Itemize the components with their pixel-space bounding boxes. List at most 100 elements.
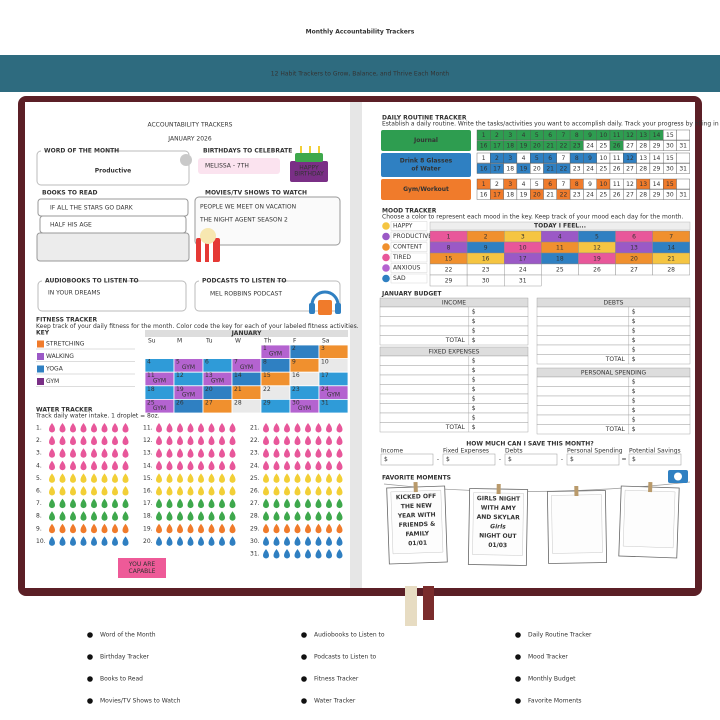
phone-icon	[318, 300, 332, 315]
water-drop	[156, 460, 162, 471]
water-drop	[49, 486, 55, 496]
water-day: 1.	[36, 425, 42, 432]
feature-item: Water Tracker	[314, 698, 356, 705]
water-drop	[49, 536, 55, 546]
description: Choose a color to represent each mood in…	[382, 214, 683, 221]
feature-item: Podcasts to Listen to	[314, 654, 377, 661]
label-bg	[199, 278, 277, 284]
habit-day: 14	[653, 181, 661, 188]
water-drop	[80, 473, 87, 483]
water-drop	[315, 498, 322, 509]
mood-key-box	[390, 252, 428, 263]
habit-day: 13	[639, 132, 647, 139]
water-drop	[208, 473, 215, 483]
clothespin	[648, 481, 653, 493]
water-drop	[101, 511, 108, 521]
operator: -	[561, 456, 563, 463]
currency: $	[472, 318, 476, 325]
water-drop	[101, 423, 108, 433]
mood-key: ANXIOUS	[393, 265, 421, 272]
habit-day: 24	[586, 142, 594, 149]
water-drop	[326, 536, 332, 546]
habit-day: 31	[679, 191, 687, 198]
water-drop	[91, 498, 97, 509]
bullet	[301, 632, 307, 638]
currency: $	[632, 417, 636, 424]
water-drop	[198, 460, 204, 471]
day-number: 7	[234, 359, 238, 366]
water-drop	[229, 486, 236, 496]
water-drop	[273, 435, 280, 446]
water-day: 5.	[36, 475, 42, 482]
savings-label: Fixed Expenses	[443, 448, 489, 455]
water-drop	[166, 460, 173, 471]
feature-item: Audiobooks to Listen to	[314, 632, 385, 639]
water-drop	[336, 523, 343, 534]
moment-note: KICKED OFF	[396, 493, 437, 501]
habit-day: 9	[588, 132, 592, 139]
water-drop	[156, 448, 162, 458]
section-label: JANUARY BUDGET	[381, 291, 442, 298]
water-day: 26.	[250, 488, 260, 495]
water-drop	[91, 448, 97, 458]
water-drop	[70, 536, 76, 546]
habit-day: 11	[613, 132, 621, 139]
moment-note: YEAR WITH	[397, 511, 436, 519]
currency: $	[472, 358, 476, 365]
water-day: 9.	[36, 525, 42, 532]
water-drop	[101, 435, 108, 446]
habit-day: 19	[520, 191, 528, 198]
water-drop	[156, 486, 162, 496]
budget-row	[536, 414, 691, 425]
calendar-cell	[202, 344, 233, 360]
water-drop	[70, 423, 76, 433]
highlight	[198, 158, 280, 174]
mood-key-box	[390, 263, 428, 273]
habit-day: 28	[639, 191, 647, 198]
bullet	[301, 654, 307, 660]
budget-row	[536, 424, 691, 435]
water-drop	[177, 486, 183, 496]
tracker-month: JANUARY 2026	[167, 136, 212, 143]
habit-day: 4	[522, 155, 526, 162]
water-drop	[315, 448, 322, 458]
habit-cell	[676, 129, 691, 141]
day-number: 23	[292, 386, 300, 393]
key-swatch	[37, 365, 44, 373]
book-shape	[36, 232, 190, 262]
water-drop	[284, 523, 290, 534]
habit-day: 4	[522, 132, 526, 139]
day-number: 6	[205, 359, 209, 366]
water-drop	[336, 536, 343, 546]
water-day: 30.	[250, 538, 260, 545]
water-drop	[305, 448, 311, 458]
water-drop	[219, 448, 225, 458]
habit-name: Gym/Workout	[403, 186, 449, 193]
section-label: BOOKS TO READ	[42, 190, 97, 197]
water-drop	[80, 486, 87, 496]
day-number: 12	[176, 372, 184, 379]
habit-day: 30	[666, 165, 674, 172]
water-drop	[187, 460, 194, 471]
section-label: DAILY ROUTINE TRACKER	[382, 115, 467, 122]
water-day: 4.	[36, 462, 42, 469]
moment-note: Girls	[490, 523, 506, 530]
description: Track daily water intake. 1 droplet = 8o…	[35, 413, 160, 420]
tracker-title: ACCOUNTABILITY TRACKERS	[147, 122, 232, 129]
water-drop	[177, 473, 183, 483]
mood-key: PRODUCTIVE	[393, 233, 432, 240]
water-drop	[305, 460, 311, 471]
water-drop	[101, 460, 108, 471]
water-drop	[326, 511, 332, 521]
moment-note: GIRLS NIGHT	[477, 495, 521, 503]
water-drop	[49, 473, 55, 483]
operator: =	[621, 456, 626, 463]
water-drop	[305, 523, 311, 534]
cake-icon	[295, 153, 323, 162]
mood-icon	[382, 243, 390, 251]
water-drop	[219, 536, 225, 546]
habit-day: 17	[493, 191, 501, 198]
currency: $	[472, 424, 476, 431]
water-drop	[229, 523, 236, 534]
habit-day: 15	[666, 155, 674, 162]
